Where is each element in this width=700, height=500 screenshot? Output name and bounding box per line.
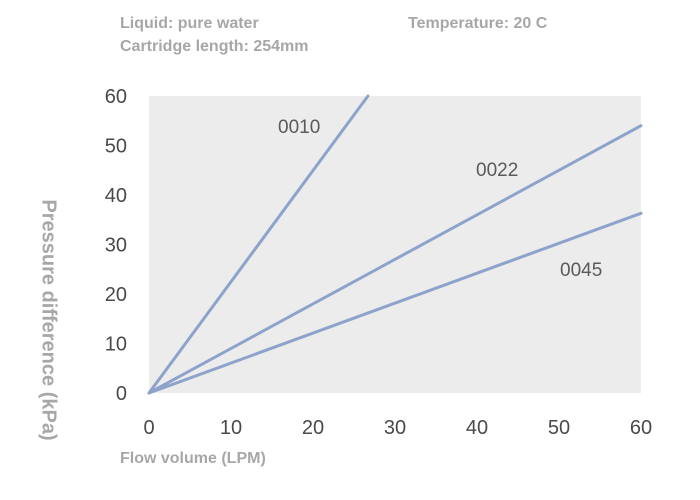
x-tick-label: 50 [548, 417, 570, 439]
y-tick-label: 30 [105, 235, 127, 257]
y-axis-label: Pressure difference (kPa) [37, 199, 60, 441]
x-tick-label: 60 [630, 417, 652, 439]
series-label-0022: 0022 [476, 160, 518, 181]
y-tick-label: 60 [105, 86, 127, 108]
series-line-0022 [147, 124, 643, 395]
series-label-0010: 0010 [278, 117, 320, 138]
y-tick-label: 50 [105, 136, 127, 158]
liquid-label: Liquid: pure water [120, 15, 259, 32]
y-tick-label: 20 [105, 284, 127, 306]
temperature-label: Temperature: 20 C [408, 15, 548, 32]
plot-area [149, 96, 641, 393]
x-tick-label: 40 [466, 417, 488, 439]
y-tick-label: 0 [116, 383, 127, 405]
x-tick-label: 0 [143, 417, 154, 439]
series-label-0045: 0045 [560, 260, 602, 281]
series-line-0010 [147, 94, 370, 395]
series-line-0045 [147, 211, 643, 395]
x-tick-label: 30 [384, 417, 406, 439]
x-axis-label: Flow volume (LPM) [120, 450, 266, 467]
cartridge-length-label: Cartridge length: 254mm [120, 38, 309, 55]
y-tick-label: 40 [105, 185, 127, 207]
y-tick-label: 10 [105, 334, 127, 356]
x-tick-label: 10 [220, 417, 242, 439]
x-tick-label: 20 [302, 417, 324, 439]
